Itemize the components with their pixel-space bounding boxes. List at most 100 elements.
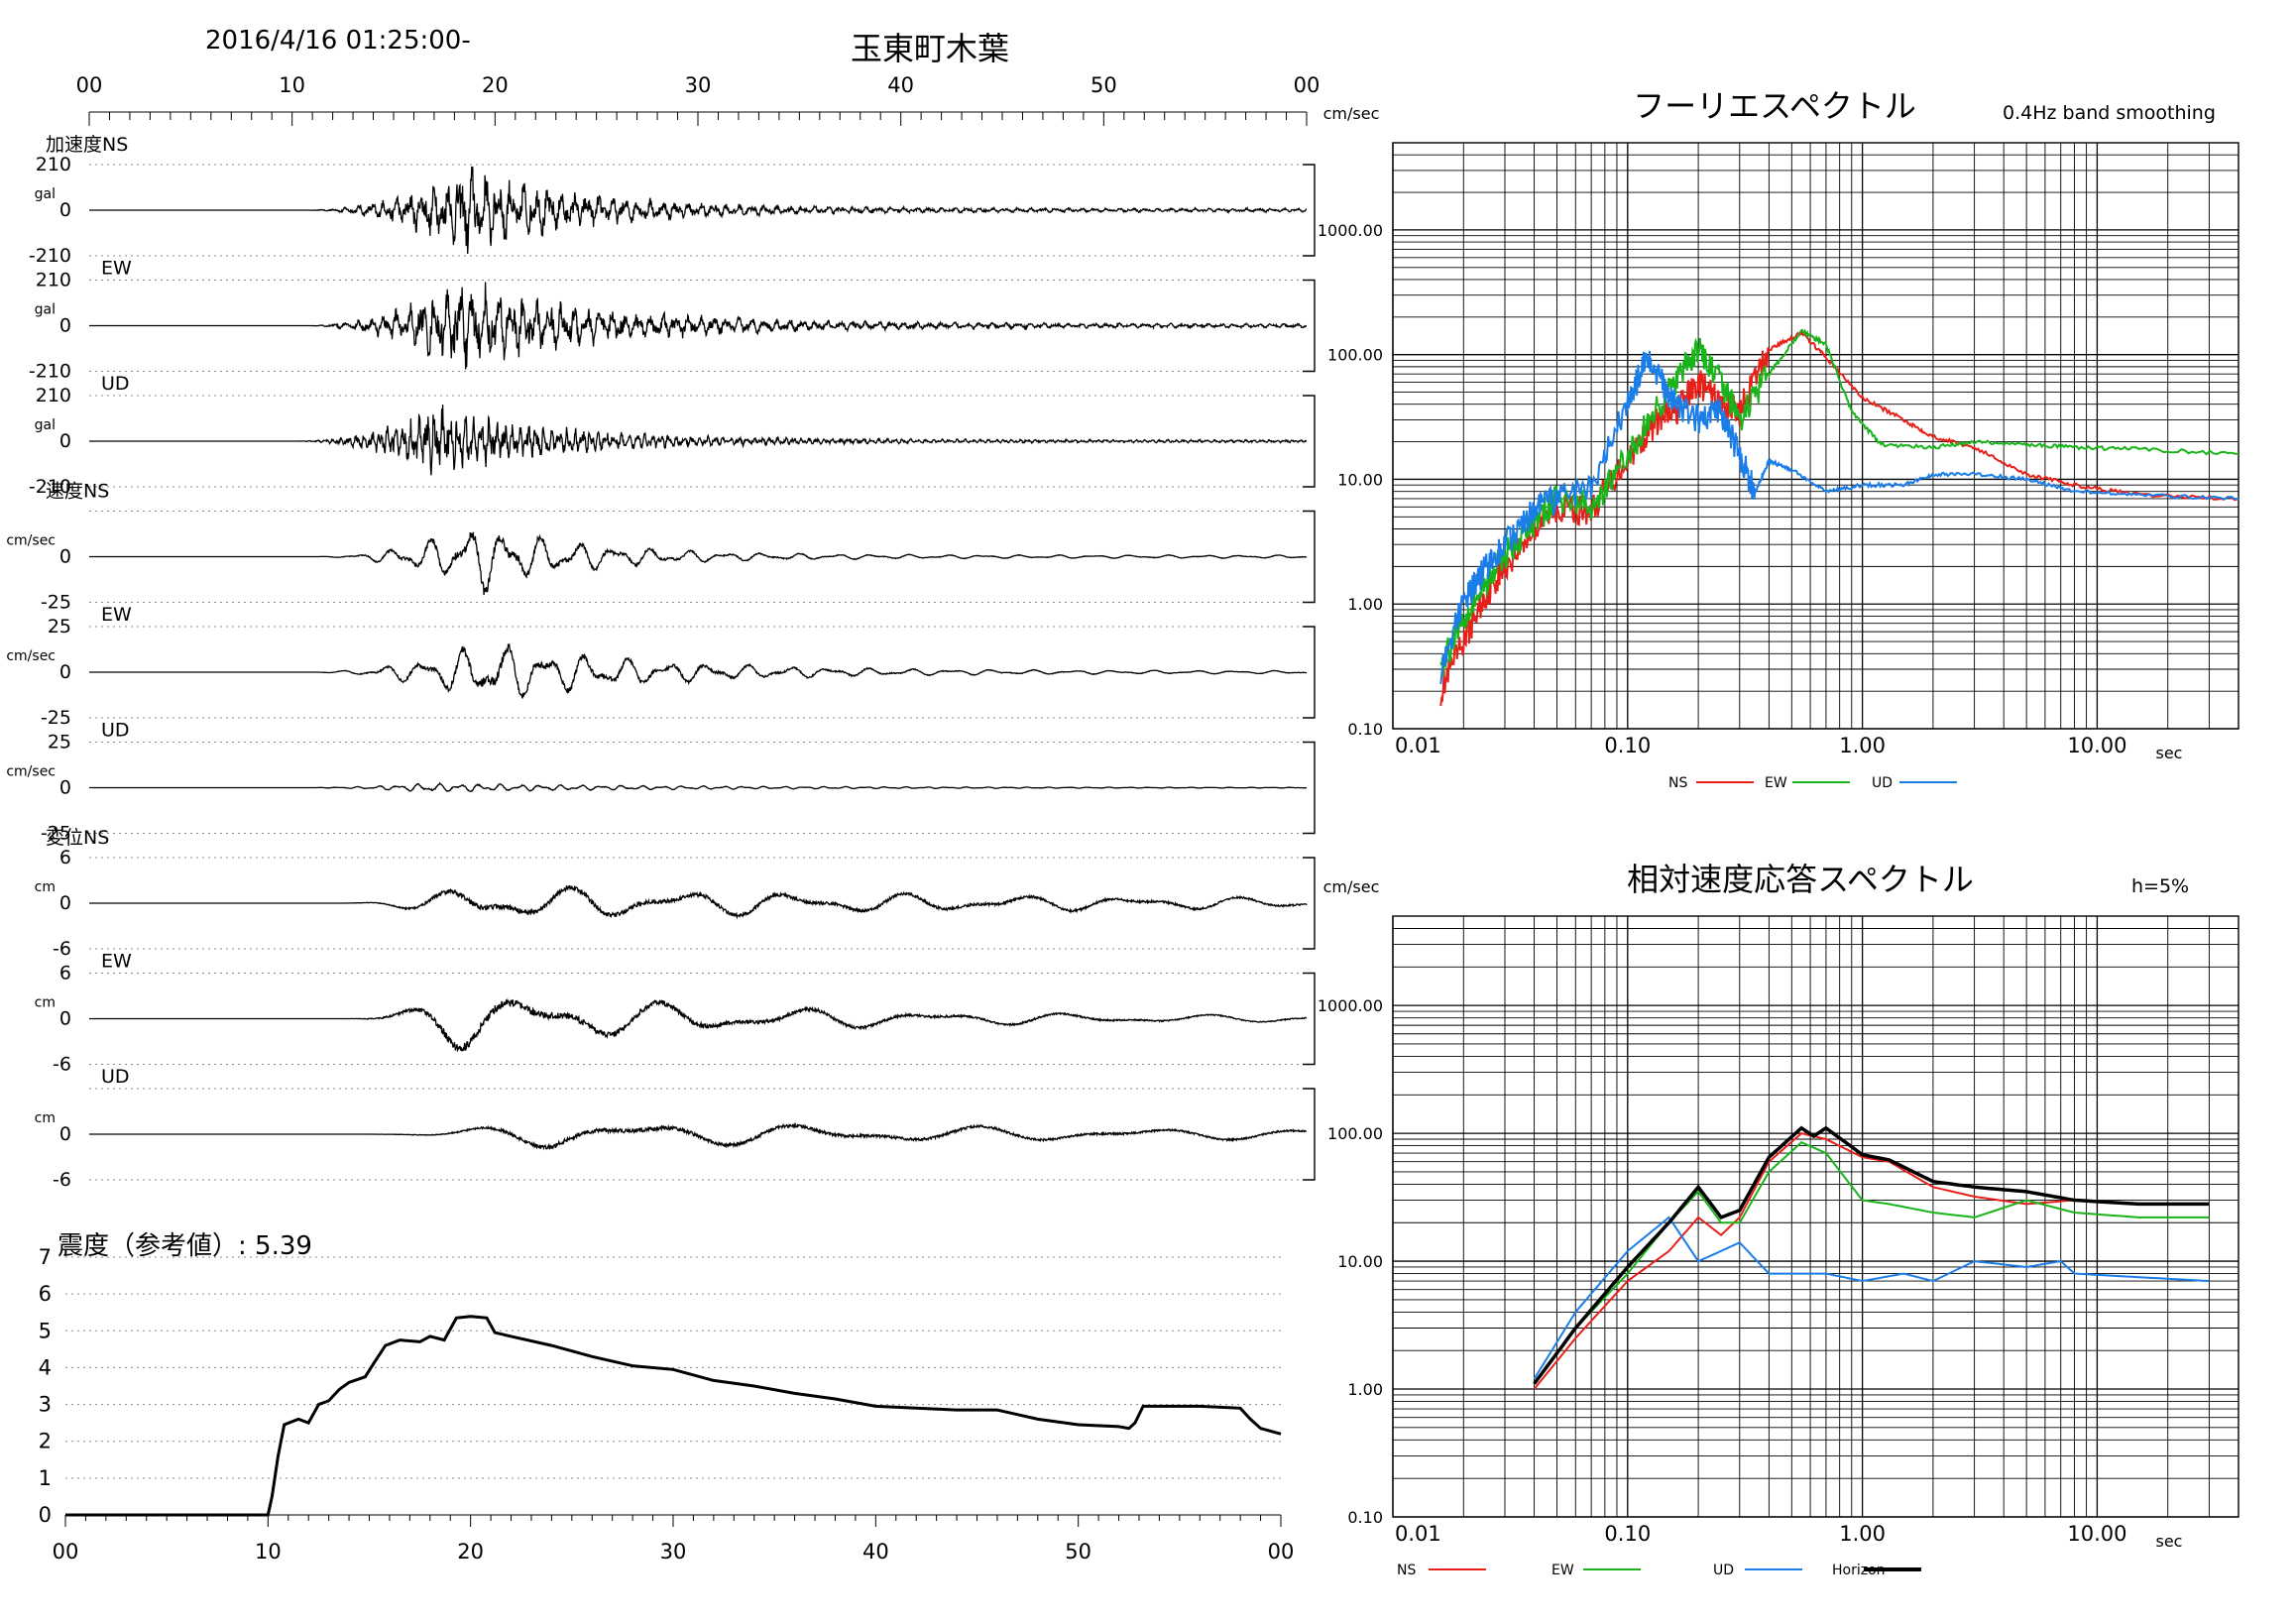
x-tick-label: 10.00 [2067, 734, 2126, 757]
panel-unit: cm [35, 995, 56, 1011]
x-axis-label: sec [2156, 1532, 2183, 1551]
y-tick-label: 0.10 [1347, 1508, 1383, 1527]
waveform-trace [89, 1121, 1308, 1151]
panel-bracket [1303, 510, 1316, 604]
chart-subtitle: 0.4Hz band smoothing [2003, 102, 2216, 124]
y-axis-unit: cm/sec [1323, 104, 1380, 123]
legend-label-horizon: Horizon [1832, 1563, 1886, 1578]
panel-unit: cm [35, 1110, 56, 1126]
y-tick-label: 10.00 [1337, 1252, 1383, 1271]
waveform-trace [89, 642, 1308, 699]
waveform-trace [89, 884, 1308, 920]
plot-frame [1392, 142, 2239, 730]
panel-zero-label: 0 [59, 199, 71, 221]
panel-min-label: -25 [41, 707, 71, 729]
waveform-trace [89, 531, 1308, 596]
panel-bracket [1303, 741, 1316, 835]
y-tick-label: 1.00 [1347, 595, 1383, 614]
chart-title: 相対速度応答スペクトル [1627, 861, 1974, 898]
panel-bracket [1303, 164, 1316, 257]
panel-min-label: -6 [53, 1054, 71, 1076]
plot-frame [1392, 915, 2239, 1518]
panel-max-label: 25 [48, 732, 71, 754]
header-datetime: 2016/4/16 01:25:00- [205, 26, 471, 56]
panel-component: UD [101, 373, 130, 395]
panel-bracket [1303, 1088, 1316, 1181]
intensity-x-tick-label: 00 [53, 1540, 79, 1564]
x-tick-label: 1.00 [1839, 734, 1886, 757]
intensity-y-tick: 1 [39, 1466, 52, 1490]
panel-bracket [1303, 972, 1316, 1066]
series-ew [1533, 1141, 2210, 1385]
y-tick-label: 1000.00 [1318, 221, 1383, 240]
intensity-y-tick: 2 [39, 1430, 52, 1453]
panel-unit: cm/sec [6, 648, 56, 664]
panel-title: 速度NS [46, 481, 109, 503]
panel-title: 変位NS [46, 827, 109, 849]
waveform-trace [89, 282, 1307, 370]
panel-zero-label: 0 [59, 777, 71, 799]
intensity-y-tick: 7 [39, 1245, 52, 1269]
intensity-line [65, 1315, 1282, 1517]
legend-label-ew: EW [1551, 1563, 1574, 1578]
intensity-y-tick: 3 [39, 1393, 52, 1417]
intensity-x-tick-label: 10 [255, 1540, 282, 1564]
panel-max-label: 210 [36, 270, 71, 291]
panel-min-label: -210 [29, 361, 71, 383]
waveform-trace [89, 166, 1308, 255]
panel-title: 加速度NS [46, 134, 128, 156]
panel-zero-label: 0 [59, 1123, 71, 1145]
waveform-trace [89, 781, 1307, 792]
time-tick-label: 00 [76, 73, 103, 97]
y-tick-label: 1.00 [1347, 1380, 1383, 1399]
waveform-panels: 00 10 20 30 40 50 00加速度NS210gal0-210EW210gal0-… [6, 73, 1320, 1191]
panel-unit: gal [35, 302, 56, 318]
panel-max-label: 210 [36, 385, 71, 406]
y-tick-label: 100.00 [1327, 346, 1383, 365]
y-axis-unit: cm/sec [1323, 877, 1380, 896]
panel-unit: cm [35, 879, 56, 895]
legend-label-ns: NS [1397, 1563, 1416, 1578]
time-tick-label: 30 [685, 73, 712, 97]
panel-max-label: 6 [59, 963, 71, 985]
time-tick-label: 00 [1294, 73, 1320, 97]
panel-min-label: -210 [29, 476, 71, 498]
panel-max-label: 25 [48, 616, 71, 638]
x-tick-label: 0.01 [1395, 1522, 1441, 1546]
x-tick-label: 0.10 [1604, 1522, 1651, 1546]
legend-label-ns: NS [1668, 775, 1687, 791]
panel-bracket [1303, 626, 1316, 719]
panel-min-label: -210 [29, 245, 71, 267]
y-tick-label: 0.10 [1347, 720, 1383, 739]
intensity-y-tick: 6 [39, 1282, 52, 1306]
panel-zero-label: 0 [59, 892, 71, 914]
intensity-y-tick: 5 [39, 1319, 52, 1342]
panel-bracket [1303, 857, 1316, 950]
panel-zero-label: 0 [59, 430, 71, 452]
x-tick-label: 1.00 [1839, 1522, 1886, 1546]
header-station: 玉東町木葉 [851, 30, 1010, 67]
x-tick-label: 10.00 [2067, 1522, 2126, 1546]
intensity-x-tick-label: 40 [862, 1540, 889, 1564]
panel-bracket [1303, 395, 1316, 488]
series-ud [1533, 1216, 2210, 1380]
panel-max-label: 210 [36, 154, 71, 175]
panel-component: UD [101, 1066, 130, 1088]
panel-min-label: -25 [41, 592, 71, 614]
series-horizon [1533, 1125, 2210, 1385]
time-tick-label: 50 [1091, 73, 1117, 97]
intensity-y-tick: 4 [39, 1355, 52, 1379]
y-tick-label: 100.00 [1327, 1124, 1383, 1143]
panel-zero-label: 0 [59, 315, 71, 337]
x-axis-label: sec [2156, 744, 2183, 762]
panel-unit: gal [35, 186, 56, 202]
waveform-trace [89, 997, 1308, 1053]
x-tick-label: 0.01 [1395, 734, 1441, 757]
intensity-label: 震度（参考値）: 5.39 [57, 1231, 312, 1261]
waveform-trace [89, 405, 1308, 476]
